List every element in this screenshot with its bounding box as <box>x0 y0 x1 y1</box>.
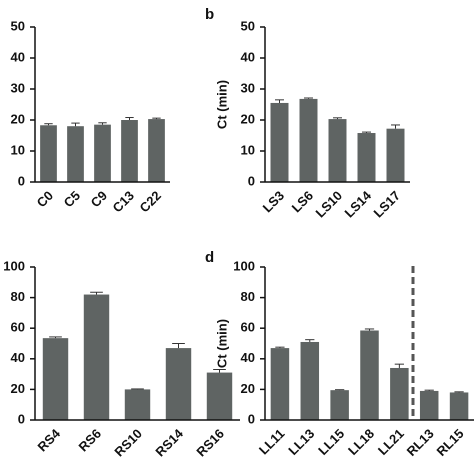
x-tick-label: LL13 <box>285 426 317 458</box>
y-tick-label: 30 <box>241 80 255 95</box>
x-tick-label: LS14 <box>341 187 374 220</box>
bar <box>40 125 57 182</box>
panel-label: d <box>205 249 214 266</box>
y-tick-label: 40 <box>11 350 25 365</box>
y-tick-label: 0 <box>248 411 255 426</box>
bar <box>270 348 290 420</box>
x-tick-label: C22 <box>137 188 164 215</box>
bar <box>328 119 347 182</box>
x-tick-label: C13 <box>110 188 137 215</box>
y-tick-label: 20 <box>11 111 25 126</box>
y-tick-label: 80 <box>11 289 25 304</box>
bar <box>94 124 111 182</box>
y-tick-label: 60 <box>11 320 25 335</box>
x-tick-label: RS10 <box>111 426 145 460</box>
bar <box>386 128 405 182</box>
x-tick-label: RL13 <box>404 426 437 459</box>
bar <box>121 120 138 182</box>
y-tick-label: 0 <box>248 173 255 188</box>
y-tick-label: 10 <box>241 142 255 157</box>
bar <box>42 338 69 420</box>
y-tick-label: 80 <box>241 289 255 304</box>
bar <box>83 294 110 420</box>
x-tick-label: LS6 <box>289 188 316 215</box>
bar <box>300 341 320 420</box>
y-tick-label: 0 <box>18 411 25 426</box>
y-tick-label: 0 <box>18 173 25 188</box>
y-tick-label: 20 <box>241 111 255 126</box>
x-tick-label: LS3 <box>260 188 287 215</box>
y-tick-label: 30 <box>11 80 25 95</box>
x-tick-label: LL21 <box>375 426 407 458</box>
bar <box>148 119 165 182</box>
x-tick-label: RL15 <box>434 426 467 459</box>
y-tick-label: 40 <box>11 49 25 64</box>
x-tick-label: C9 <box>88 188 110 210</box>
x-tick-label: RS14 <box>152 425 186 459</box>
bar <box>124 389 151 420</box>
panel-label: b <box>205 6 214 23</box>
bar <box>360 330 379 420</box>
x-tick-label: RS16 <box>193 426 227 460</box>
y-axis-label: Ct (min) <box>214 80 229 129</box>
y-tick-label: 10 <box>11 142 25 157</box>
bar <box>67 126 84 182</box>
x-tick-label: C5 <box>61 188 83 210</box>
x-tick-label: LL11 <box>256 426 288 458</box>
x-tick-label: RS6 <box>76 426 104 454</box>
y-tick-label: 100 <box>3 258 25 273</box>
y-axis-label: Ct (min) <box>214 319 229 368</box>
y-tick-label: 50 <box>241 18 255 33</box>
bar <box>390 367 409 420</box>
x-tick-label: RS4 <box>35 425 64 454</box>
bar <box>330 390 349 420</box>
y-tick-label: 100 <box>233 258 255 273</box>
bar <box>165 348 192 420</box>
y-tick-label: 60 <box>241 320 255 335</box>
y-tick-label: 40 <box>241 350 255 365</box>
bar <box>449 392 469 420</box>
bar <box>270 102 289 182</box>
bar <box>299 98 318 182</box>
x-tick-label: LL15 <box>315 426 347 458</box>
bar <box>419 390 439 420</box>
x-tick-label: LL18 <box>345 426 377 458</box>
y-tick-label: 20 <box>11 381 25 396</box>
y-tick-label: 50 <box>11 18 25 33</box>
bar <box>206 372 233 420</box>
y-tick-label: 20 <box>241 381 255 396</box>
x-tick-label: LS17 <box>370 188 403 221</box>
x-tick-label: C0 <box>34 188 56 210</box>
bar <box>357 133 376 182</box>
x-tick-label: LS10 <box>312 188 345 221</box>
y-tick-label: 40 <box>241 49 255 64</box>
